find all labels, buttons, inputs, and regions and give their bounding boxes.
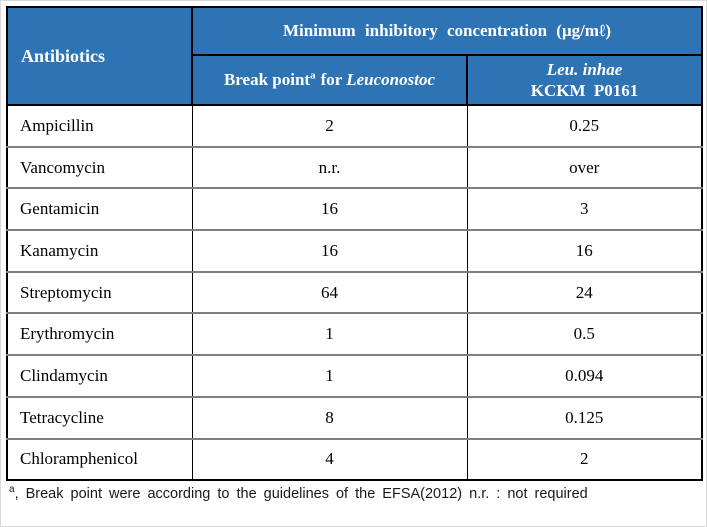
cell-break-point: 16: [191, 229, 468, 272]
table-row: Kanamycin 16 16: [6, 229, 703, 272]
header-break-point: Break pointa for Leuconostoc: [191, 54, 468, 106]
cell-mic: 0.5: [466, 312, 703, 356]
cell-break-point: 1: [191, 354, 468, 397]
cell-mic: 2: [466, 437, 703, 481]
footnote-superscript: a: [9, 484, 15, 496]
cell-antibiotic: Streptomycin: [6, 270, 193, 314]
cell-antibiotic: Ampicillin: [6, 104, 193, 147]
cell-break-point: 8: [191, 395, 468, 439]
cell-antibiotic: Clindamycin: [6, 354, 193, 397]
cell-mic: 0.094: [466, 354, 703, 397]
cell-mic: 0.125: [466, 395, 703, 439]
cell-antibiotic: Vancomycin: [6, 145, 193, 189]
cell-break-point: 4: [191, 437, 468, 481]
header-strain-name: Leu. inhae: [546, 59, 623, 79]
header-break-point-species: Leuconostoc: [346, 70, 436, 89]
header-strain: Leu. inhae KCKM P0161: [466, 54, 703, 106]
table-row: Erythromycin 1 0.5: [6, 312, 703, 356]
mic-table: Antibiotics Minimum inhibitory concentra…: [6, 6, 703, 482]
cell-mic: 16: [466, 229, 703, 272]
header-row-top: Antibiotics Minimum inhibitory concentra…: [6, 6, 703, 106]
table-header: Antibiotics Minimum inhibitory concentra…: [6, 6, 703, 106]
cell-mic: 24: [466, 270, 703, 314]
table-body: Ampicillin 2 0.25 Vancomycin n.r. over Gentami…: [6, 104, 703, 481]
table-row: Vancomycin n.r. over: [6, 145, 703, 189]
header-break-point-middle: for: [320, 70, 347, 89]
table-row: Ampicillin 2 0.25: [6, 104, 703, 147]
cell-antibiotic: Tetracycline: [6, 395, 193, 439]
footnote: a, Break point were according to the gui…: [6, 484, 700, 502]
table-row: Gentamicin 16 3: [6, 187, 703, 231]
cell-break-point: 64: [191, 270, 468, 314]
header-row-sub: Break pointa for Leuconostoc Leu. inhae K…: [7, 54, 703, 106]
cell-mic: 0.25: [466, 104, 703, 147]
table-row: Clindamycin 1 0.094: [6, 354, 703, 397]
cell-mic: over: [466, 145, 703, 189]
header-strain-id: KCKM P0161: [530, 80, 639, 100]
cell-mic: 3: [466, 187, 703, 231]
cell-break-point: n.r.: [191, 145, 468, 189]
header-break-point-superscript: a: [310, 69, 316, 82]
header-antibiotics: Antibiotics: [6, 6, 193, 106]
table-row: Streptomycin 64 24: [6, 270, 703, 314]
cell-antibiotic: Kanamycin: [6, 229, 193, 272]
table-row: Chloramphenicol 4 2: [6, 437, 703, 481]
table-row: Tetracycline 8 0.125: [6, 395, 703, 439]
footnote-text: , Break point were according to the guid…: [14, 486, 588, 503]
cell-antibiotic: Chloramphenicol: [6, 437, 193, 481]
cell-break-point: 1: [191, 312, 468, 356]
cell-break-point: 2: [191, 104, 468, 147]
header-break-point-prefix: Break point: [223, 70, 311, 89]
cell-antibiotic: Gentamicin: [6, 187, 193, 231]
header-mic-title: Minimum inhibitory concentration (μg/mℓ): [191, 6, 703, 56]
cell-antibiotic: Erythromycin: [6, 312, 193, 356]
cell-break-point: 16: [191, 187, 468, 231]
